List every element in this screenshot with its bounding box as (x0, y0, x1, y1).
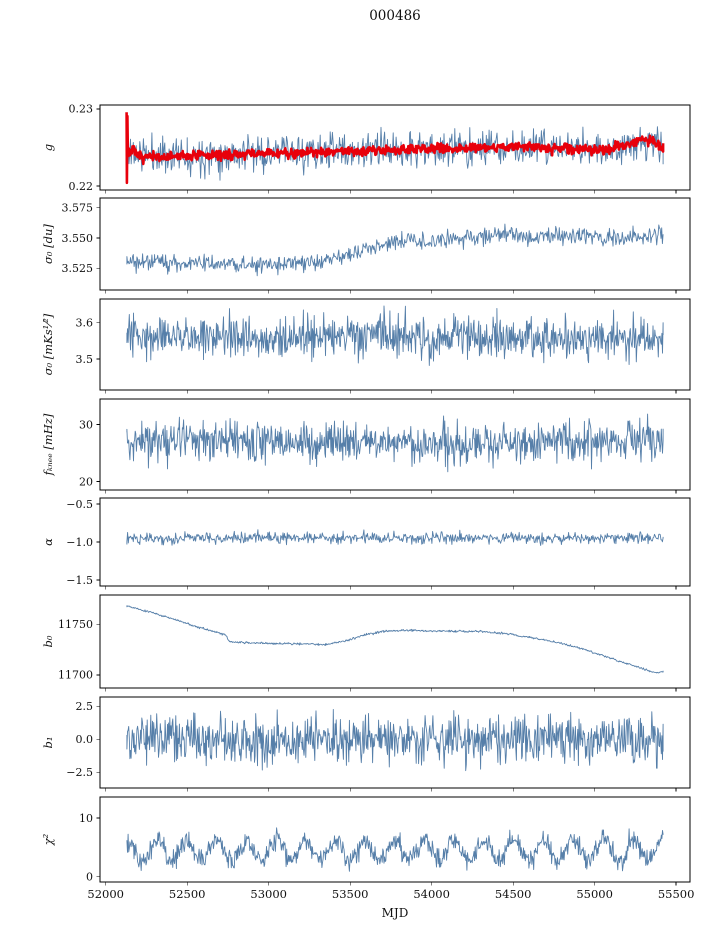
x-tick-label: 52000 (87, 887, 124, 901)
y-tick-label: 10 (79, 812, 93, 825)
y-tick-label: −0.5 (66, 498, 93, 511)
axes-spines (99, 104, 691, 191)
x-tick-label: 53500 (332, 887, 369, 901)
panel-chi2: 0 10 χ² (41, 796, 691, 886)
y-tick-label: 3.525 (62, 262, 94, 275)
y-axis-label: fₖₙₑₑ [mHz] (41, 413, 55, 476)
y-axis-label: σ₀ [du] (41, 224, 55, 264)
y-axis-label: b₀ (41, 635, 55, 647)
axes-spines (99, 696, 691, 789)
series-g-smoothed (125, 111, 665, 185)
y-tick-label: 3.575 (62, 202, 94, 215)
y-tick-label: 30 (79, 418, 93, 431)
y-tick-label: 11750 (58, 618, 93, 631)
x-tick-label: 53000 (250, 887, 287, 901)
y-tick-label: 3.550 (62, 232, 94, 245)
y-tick-label: −2.5 (66, 766, 93, 779)
y-tick-label: 0 (86, 871, 93, 884)
y-tick-label: 2.5 (76, 700, 94, 713)
x-tick-label: 54500 (495, 887, 532, 901)
y-tick-label: 0.22 (69, 180, 94, 193)
x-tick-label: 54000 (413, 887, 450, 901)
series-alpha (126, 529, 664, 546)
x-tick-label: 55500 (658, 887, 695, 901)
series-b0 (126, 605, 664, 674)
series-sigma0-mks (126, 305, 664, 366)
panel-sigma0-mks: 3.5 3.6 σ₀ [mKs¹⁄²] (41, 298, 691, 394)
y-tick-label: 0.23 (69, 103, 94, 116)
series-chi2 (126, 827, 664, 872)
y-axis-label: α (41, 538, 55, 546)
panel-g-daily: 0.22 0.23 g (41, 103, 691, 194)
y-tick-label: −1.5 (66, 574, 93, 587)
figure-title: 000486 (369, 8, 421, 24)
x-axis-label: MJD (382, 906, 409, 920)
series-b1 (126, 708, 664, 772)
y-axis-label: σ₀ [mKs¹⁄²] (41, 313, 55, 375)
panel-b1: 2.5 0.0 −2.5 b₁ (41, 696, 691, 792)
y-tick-label: 3.5 (76, 353, 94, 366)
x-tick-label: 55000 (576, 887, 613, 901)
axes-spines (99, 298, 691, 391)
panel-sigma0-du: 3.525 3.550 3.575 σ₀ [du] (41, 197, 691, 294)
y-axis-label: χ² (41, 833, 55, 846)
y-tick-label: 20 (79, 475, 93, 488)
axes-spines (99, 197, 691, 291)
y-axis-label: b₁ (41, 737, 55, 749)
y-tick-label: 0.0 (76, 733, 94, 746)
axes-spines (99, 398, 691, 491)
y-tick-label: −1.0 (66, 536, 93, 549)
panel-alpha: −0.5 −1.0 −1.5 α (41, 497, 691, 590)
axes-spines (99, 497, 691, 587)
y-tick-label: 3.6 (76, 317, 94, 330)
x-tick-label: 52500 (169, 887, 206, 901)
series-fknee (126, 413, 664, 473)
y-axis-label: g (41, 144, 55, 151)
y-tick-label: 11700 (58, 669, 93, 682)
axes-spines (99, 594, 691, 689)
panel-fknee: 20 30 fₖₙₑₑ [mHz] (41, 398, 691, 494)
axes-spines (99, 796, 691, 883)
series-sigma0-du (126, 223, 664, 277)
